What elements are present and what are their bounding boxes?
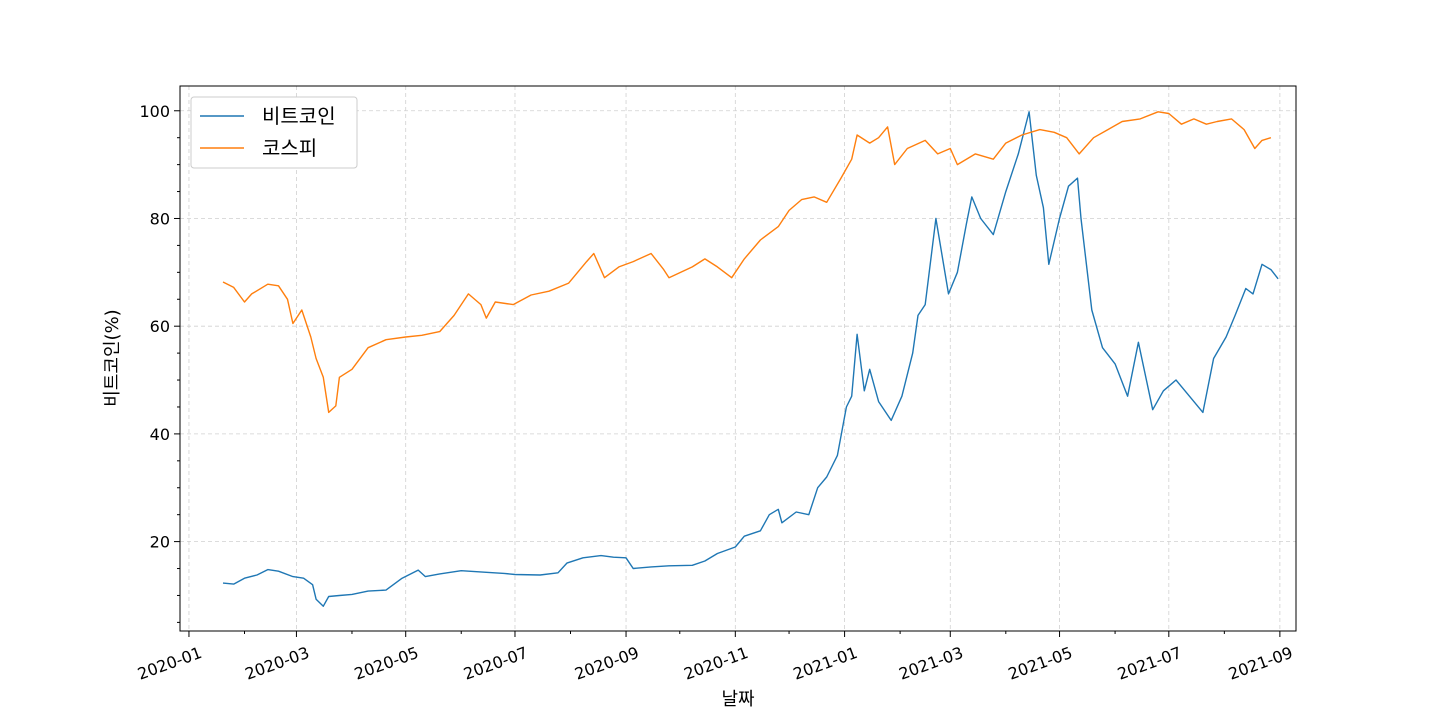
x-tick-label: 2020-07 bbox=[461, 643, 530, 684]
x-tick-label: 2020-09 bbox=[572, 643, 641, 684]
x-tick-label: 2020-03 bbox=[242, 643, 311, 684]
legend-label-kospi: 코스피 bbox=[262, 136, 317, 160]
grid bbox=[180, 86, 1296, 631]
x-axis: 2020-01 2020-03 2020-05 2020-07 2020-09 2020-… bbox=[135, 631, 1295, 684]
x-axis-title: 날짜 bbox=[721, 689, 755, 710]
series-line-bitcoin bbox=[222, 111, 1279, 607]
y-tick-label: 40 bbox=[150, 425, 170, 444]
legend-box bbox=[190, 96, 358, 169]
y-tick-label: 80 bbox=[150, 209, 170, 228]
x-tick-label: 2021-03 bbox=[896, 643, 965, 684]
y-tick-label: 20 bbox=[150, 533, 170, 552]
y-axis-title: 비트코인(%) bbox=[102, 309, 123, 406]
x-tick-label: 2021-05 bbox=[1006, 643, 1075, 684]
x-tick-label: 2020-01 bbox=[135, 643, 204, 684]
x-tick-label: 2020-05 bbox=[352, 643, 421, 684]
plot-frame bbox=[179, 85, 1297, 632]
legend: 비트코인 코스피 bbox=[190, 96, 358, 169]
x-tick-label: 2021-07 bbox=[1115, 643, 1184, 684]
series-layer bbox=[222, 111, 1279, 607]
x-tick-label: 2021-09 bbox=[1226, 643, 1295, 684]
y-axis: 20 40 60 80 100 bbox=[139, 102, 180, 623]
y-tick-label: 100 bbox=[139, 102, 170, 121]
x-tick-label: 2020-11 bbox=[681, 643, 750, 684]
y-tick-label: 60 bbox=[150, 317, 170, 336]
legend-label-bitcoin: 비트코인 bbox=[262, 104, 336, 128]
x-tick-label: 2021-01 bbox=[791, 643, 860, 684]
series-line-kospi bbox=[222, 111, 1272, 414]
